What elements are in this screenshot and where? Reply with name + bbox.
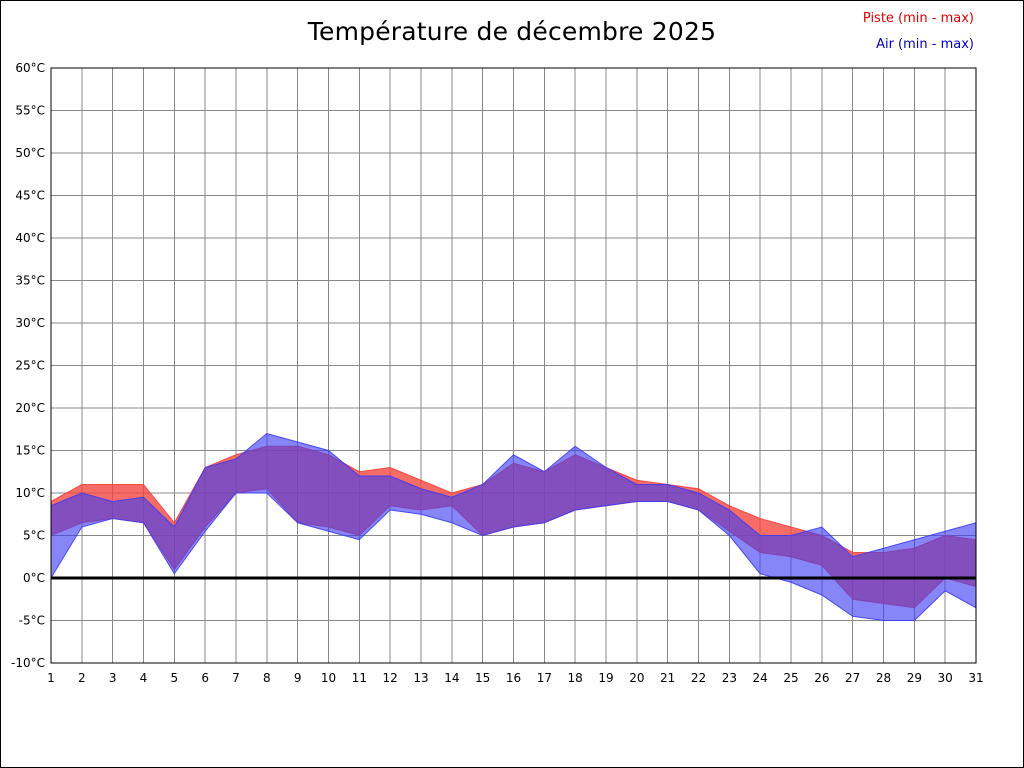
svg-text:35°C: 35°C bbox=[15, 274, 45, 288]
svg-text:15: 15 bbox=[475, 671, 490, 685]
svg-text:15°C: 15°C bbox=[15, 444, 45, 458]
svg-text:19: 19 bbox=[598, 671, 613, 685]
chart-title: Température de décembre 2025 bbox=[307, 17, 717, 46]
legend-piste-label: Piste (min - max) bbox=[862, 11, 974, 26]
svg-text:31: 31 bbox=[968, 671, 983, 685]
svg-text:2: 2 bbox=[78, 671, 86, 685]
svg-text:-10°C: -10°C bbox=[11, 656, 45, 670]
svg-text:-5°C: -5°C bbox=[19, 614, 45, 628]
svg-text:26: 26 bbox=[814, 671, 829, 685]
legend-air-label: Air (min - max) bbox=[876, 37, 974, 52]
svg-text:9: 9 bbox=[294, 671, 302, 685]
svg-text:20: 20 bbox=[629, 671, 644, 685]
svg-text:13: 13 bbox=[413, 671, 428, 685]
svg-text:30: 30 bbox=[938, 671, 953, 685]
svg-text:16: 16 bbox=[506, 671, 521, 685]
svg-text:12: 12 bbox=[383, 671, 398, 685]
svg-text:55°C: 55°C bbox=[15, 104, 45, 118]
svg-text:22: 22 bbox=[691, 671, 706, 685]
svg-text:50°C: 50°C bbox=[15, 146, 45, 160]
svg-text:29: 29 bbox=[907, 671, 922, 685]
svg-text:7: 7 bbox=[232, 671, 240, 685]
svg-text:60°C: 60°C bbox=[15, 61, 45, 75]
svg-text:14: 14 bbox=[444, 671, 459, 685]
svg-text:6: 6 bbox=[201, 671, 209, 685]
svg-text:25: 25 bbox=[783, 671, 798, 685]
svg-text:24: 24 bbox=[753, 671, 768, 685]
svg-text:45°C: 45°C bbox=[15, 189, 45, 203]
svg-text:25°C: 25°C bbox=[15, 359, 45, 373]
svg-text:10: 10 bbox=[321, 671, 336, 685]
x-axis-labels: 1 2 3 4 5 6 7 8 9 10 11 12 13 14 15 16 17 18 19 20 21 22 23 24 2… bbox=[47, 671, 983, 685]
svg-text:3: 3 bbox=[109, 671, 117, 685]
svg-text:23: 23 bbox=[722, 671, 737, 685]
svg-text:0°C: 0°C bbox=[23, 571, 45, 585]
svg-text:11: 11 bbox=[352, 671, 367, 685]
svg-text:30°C: 30°C bbox=[15, 316, 45, 330]
chart-legend: Piste (min - max) Air (min - max) bbox=[863, 6, 974, 58]
grid-lines bbox=[50, 67, 977, 664]
svg-text:28: 28 bbox=[876, 671, 891, 685]
svg-text:27: 27 bbox=[845, 671, 860, 685]
svg-text:4: 4 bbox=[140, 671, 148, 685]
svg-text:8: 8 bbox=[263, 671, 271, 685]
y-axis-labels: -10°C -5°C 0°C 5°C 10°C 15°C 20°C 25°C 30°C 35°C 4… bbox=[11, 61, 45, 670]
plot-border bbox=[50, 67, 977, 664]
svg-text:5°C: 5°C bbox=[23, 529, 45, 543]
svg-text:20°C: 20°C bbox=[15, 401, 45, 415]
svg-text:40°C: 40°C bbox=[15, 231, 45, 245]
svg-text:10°C: 10°C bbox=[15, 486, 45, 500]
svg-text:18: 18 bbox=[568, 671, 583, 685]
svg-text:21: 21 bbox=[660, 671, 675, 685]
svg-text:5: 5 bbox=[171, 671, 179, 685]
svg-text:17: 17 bbox=[537, 671, 552, 685]
svg-text:1: 1 bbox=[47, 671, 55, 685]
